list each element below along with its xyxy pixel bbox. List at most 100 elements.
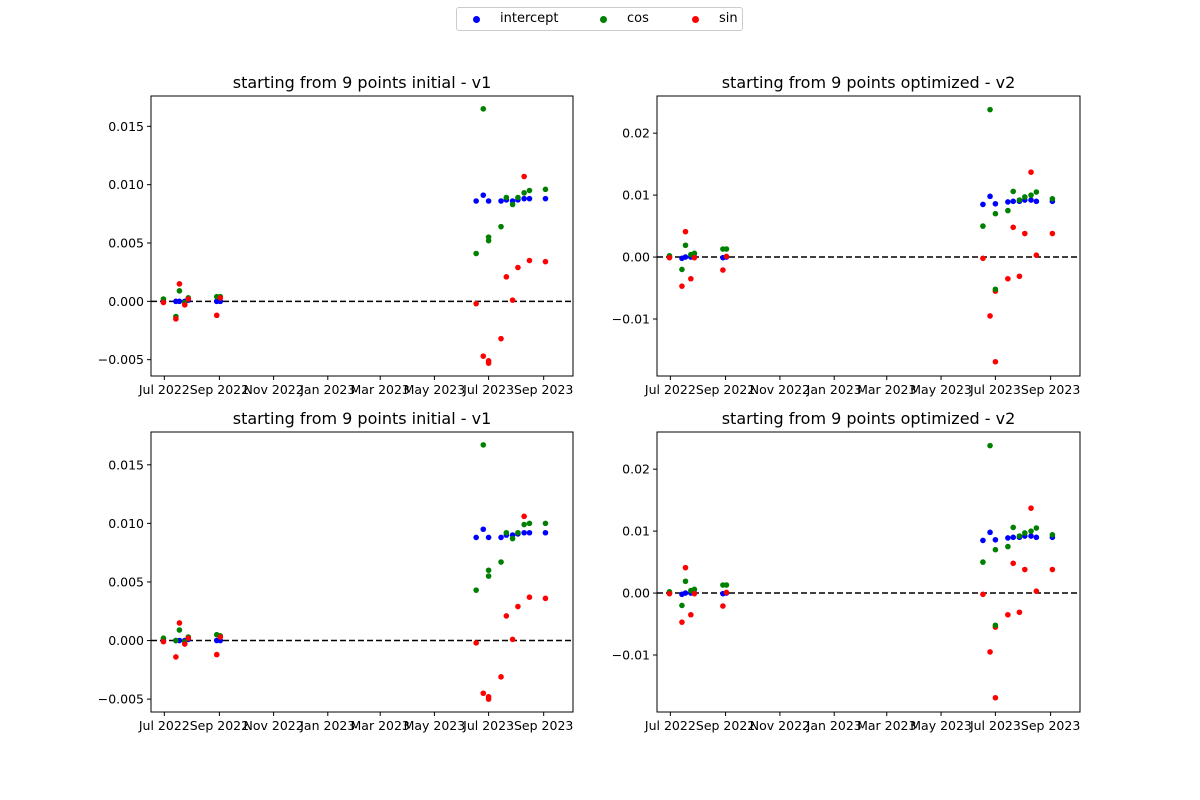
- point-sin: [160, 299, 167, 306]
- y-tick-label: −0.01: [612, 312, 650, 327]
- y-tick-label: 0.005: [108, 574, 144, 589]
- point-sin: [682, 228, 689, 235]
- point-cos: [691, 250, 698, 257]
- point-cos: [682, 242, 689, 249]
- legend-label-sin: sin: [719, 11, 738, 26]
- point-sin: [176, 281, 183, 287]
- x-tick-label: May 2023: [910, 718, 972, 733]
- x-tick-label: Jul 2023: [969, 718, 1021, 733]
- point-cos: [1033, 525, 1040, 531]
- point-sin: [526, 257, 533, 264]
- y-tick-label: 0.00: [622, 586, 650, 601]
- point-cos: [1016, 533, 1023, 539]
- x-tick-label: Mar 2023: [351, 718, 410, 733]
- point-sin: [1028, 505, 1034, 511]
- point-cos: [498, 223, 504, 230]
- point-extra: [992, 358, 999, 365]
- point-sin: [1016, 609, 1023, 616]
- point-intercept: [987, 193, 993, 200]
- point-extra: [485, 573, 492, 579]
- point-intercept: [542, 195, 549, 202]
- x-tick-label: May 2023: [404, 718, 466, 733]
- x-tick-label: Jul 2022: [644, 382, 696, 397]
- plot-area: [657, 432, 1080, 712]
- point-intercept: [1033, 198, 1040, 205]
- x-tick-label: Nov 2022: [750, 382, 810, 397]
- point-sin: [176, 620, 183, 626]
- point-sin: [1010, 560, 1017, 567]
- point-intercept: [526, 529, 533, 536]
- point-cos: [515, 529, 521, 536]
- point-cos: [473, 587, 479, 593]
- point-intercept: [980, 537, 986, 544]
- point-cos: [723, 582, 730, 588]
- x-tick-label: May 2023: [404, 382, 466, 397]
- x-tick-label: Mar 2023: [857, 718, 916, 733]
- point-cos: [679, 266, 685, 273]
- point-sin: [173, 654, 179, 660]
- point-intercept: [526, 195, 533, 202]
- point-sin: [720, 603, 726, 609]
- point-sin: [1010, 224, 1017, 231]
- x-tick-label: Sep 2022: [190, 718, 249, 733]
- point-intercept: [542, 529, 549, 536]
- point-cos: [1028, 528, 1034, 534]
- point-cos: [992, 546, 999, 553]
- point-cos: [480, 106, 487, 112]
- point-intercept: [1028, 533, 1034, 539]
- point-sin: [173, 316, 179, 322]
- plot-area: [657, 96, 1080, 376]
- point-intercept: [176, 298, 183, 305]
- point-cos: [176, 627, 183, 633]
- point-cos: [526, 187, 533, 194]
- point-intercept: [1028, 197, 1034, 203]
- x-tick-label: Jul 2023: [462, 382, 514, 397]
- axes-frame: [150, 431, 574, 713]
- point-intercept: [521, 195, 527, 202]
- point-sin: [217, 634, 224, 640]
- point-cos: [987, 106, 993, 113]
- point-sin: [666, 590, 673, 597]
- y-tick-label: −0.01: [612, 648, 650, 663]
- x-tick-label: Jul 2022: [644, 718, 696, 733]
- point-cos: [1021, 194, 1028, 200]
- point-cos: [509, 535, 516, 542]
- y-tick-label: 0.005: [108, 236, 144, 251]
- point-sin: [1033, 252, 1040, 259]
- point-cos: [542, 520, 549, 527]
- legend: intercept cos sin: [456, 7, 743, 31]
- point-extra: [485, 693, 492, 700]
- point-sin: [688, 611, 694, 618]
- point-sin: [679, 619, 685, 625]
- point-sin: [213, 312, 220, 319]
- x-tick-label: Jul 2022: [138, 382, 190, 397]
- point-cos: [691, 586, 698, 593]
- x-tick-label: Jul 2023: [462, 718, 514, 733]
- y-tick-label: 0.01: [622, 188, 650, 203]
- point-intercept: [992, 200, 999, 207]
- x-tick-label: Sep 2022: [696, 382, 755, 397]
- x-tick-label: Sep 2022: [190, 382, 249, 397]
- point-sin: [480, 690, 487, 697]
- point-cos: [1021, 530, 1028, 536]
- point-cos: [485, 567, 492, 574]
- x-tick-label: May 2023: [910, 382, 972, 397]
- axes-frame: [656, 431, 1081, 713]
- point-cos: [521, 521, 527, 528]
- x-tick-label: Nov 2022: [750, 718, 810, 733]
- legend-marker-cos: [600, 16, 607, 23]
- y-tick-label: −0.005: [98, 352, 144, 367]
- point-cos: [173, 637, 179, 644]
- point-sin: [1049, 566, 1056, 573]
- x-tick-label: Jan 2023: [806, 382, 862, 397]
- point-sin: [480, 353, 487, 359]
- subplot-title: starting from 9 points initial - v1: [233, 409, 492, 428]
- point-sin: [181, 641, 188, 647]
- point-intercept: [480, 526, 487, 533]
- point-sin: [515, 603, 521, 610]
- point-sin: [498, 674, 504, 680]
- x-tick-label: Mar 2023: [351, 382, 410, 397]
- x-tick-label: Mar 2023: [857, 382, 916, 397]
